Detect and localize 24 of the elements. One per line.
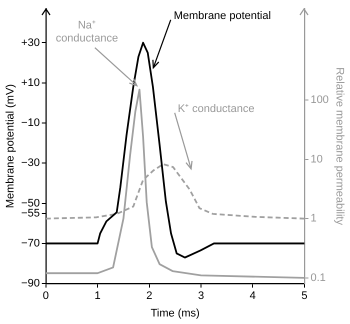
annotation: Na⁺ conductance: [56, 20, 118, 45]
y2-axis-title: Relative membrane permeability: [333, 67, 346, 226]
y-tick-label: −10: [21, 117, 40, 130]
y-tick-label: +10: [21, 76, 40, 89]
y-axis-title: Membrane potential (mV): [4, 84, 17, 208]
y-tick-label: −70: [21, 237, 40, 250]
y-tick-label: +30: [21, 36, 40, 49]
y-tick-label: −55: [21, 207, 40, 220]
y-tick-label: −50: [21, 197, 40, 210]
x-tick-label: 2: [146, 290, 152, 302]
x-tick-label: 3: [198, 290, 204, 302]
annotation: Membrane potential: [174, 10, 271, 22]
x-tick-label: 5: [301, 290, 308, 302]
y-tick-label: −90: [21, 278, 40, 290]
x-tick-label: 1: [94, 290, 101, 302]
y-tick-label: −30: [21, 157, 40, 170]
y2-tick-label: 0.1: [310, 272, 326, 284]
y2-tick-label: 1: [310, 212, 317, 225]
annotation: K⁺ conductance: [178, 102, 254, 115]
x-axis-title: Time (ms): [150, 307, 200, 320]
y2-tick-label: 100: [310, 94, 329, 106]
x-tick-label: 0: [42, 290, 49, 302]
y2-tick-label: 10: [310, 153, 323, 166]
x-tick-label: 4: [250, 290, 256, 302]
